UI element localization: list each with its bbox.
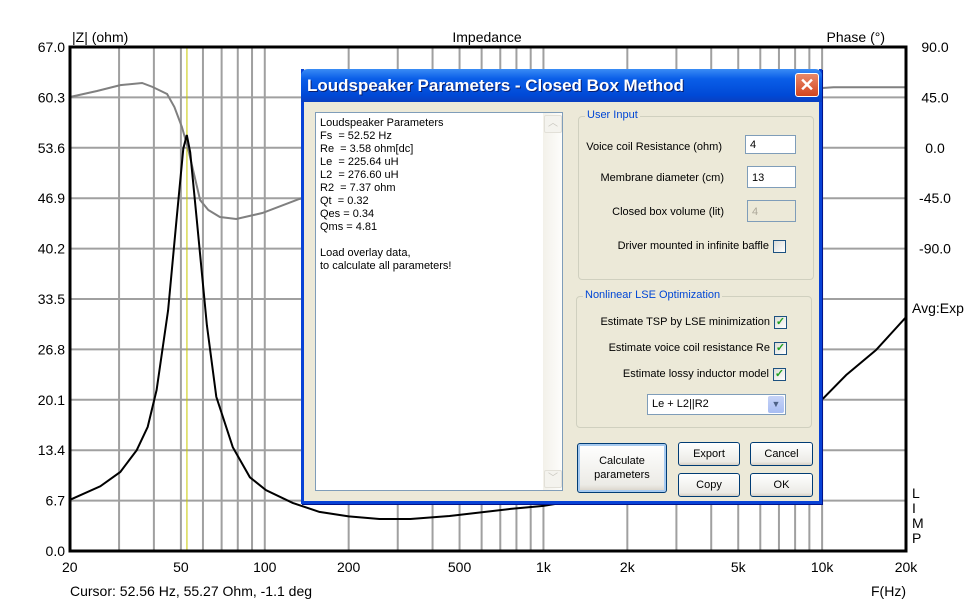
limp-letter: M [912,515,924,531]
dialog-title: Loudspeaker Parameters - Closed Box Meth… [307,76,684,95]
membrane-diameter-input[interactable]: 13 [747,166,796,188]
y2-tick-label: -90.0 [919,241,951,257]
results-text: Loudspeaker Parameters Fs = 52.52 Hz Re … [320,117,452,272]
left-axis-label: |Z| (ohm) [72,29,128,45]
x-tick-label: 500 [448,559,472,575]
x-tick-label: 50 [173,559,189,575]
x-tick-label: 5k [731,559,747,575]
chevron-down-icon[interactable]: ▼ [768,396,784,413]
results-textbox[interactable]: Loudspeaker Parameters Fs = 52.52 Hz Re … [315,112,563,491]
y-tick-label: 60.3 [38,89,65,105]
y-tick-label: 33.5 [38,291,65,307]
inductor-model-value: Le + L2||R2 [652,398,709,410]
y-tick-label: 40.2 [38,241,65,257]
y-tick-label: 20.1 [38,392,65,408]
optimization-group: Nonlinear LSE Optimization [576,289,812,428]
scroll-down-icon[interactable]: ﹀ [544,470,562,488]
x-tick-label: 10k [811,559,835,575]
option-label: Estimate TSP by LSE minimization [600,316,770,328]
x-tick-label: 100 [253,559,277,575]
y-tick-label: 6.7 [46,493,66,509]
optimization-legend: Nonlinear LSE Optimization [583,289,723,301]
calculate-parameters-button[interactable]: Calculate parameters [577,443,667,493]
closed-box-dialog: Loudspeaker Parameters - Closed Box Meth… [301,69,822,504]
axis-ticks: 0.0 6.7 13.4 20.1 26.8 33.5 40.2 46.9 53.6 60.3 67… [38,39,951,575]
limp-letter: P [912,530,921,546]
limp-letter: L [912,485,920,501]
limp-letter: I [912,500,916,516]
dialog-titlebar[interactable]: Loudspeaker Parameters - Closed Box Meth… [301,69,822,102]
inductor-model-select[interactable]: Le + L2||R2 ▼ [647,394,786,415]
x-tick-label: 20 [62,559,78,575]
y-tick-label: 13.4 [38,442,65,458]
x-tick-label: 200 [337,559,361,575]
y-tick-label: 67.0 [38,39,65,55]
y2-tick-label: 90.0 [921,39,948,55]
user-input-legend: User Input [585,109,640,121]
y-tick-label: 46.9 [38,190,65,206]
right-axis-label: Phase (°) [826,29,885,45]
x-tick-label: 20k [895,559,919,575]
lossy-inductor-checkbox[interactable]: ✓ [773,368,786,381]
voice-coil-input[interactable]: 4 [745,135,796,154]
voice-coil-label: Voice coil Resistance (ohm) [586,141,722,153]
infinite-baffle-checkbox[interactable] [773,240,786,253]
y2-tick-label: 0.0 [925,140,945,156]
y-tick-label: 53.6 [38,140,65,156]
y2-tick-label: -45.0 [919,190,951,206]
chart-title: Impedance [452,29,521,45]
y2-tick-label: 45.0 [921,89,948,105]
cancel-button[interactable]: Cancel [750,442,813,466]
box-volume-input[interactable]: 4 [747,200,796,222]
plot-frame [68,45,908,553]
lse-minimization-checkbox[interactable]: ✓ [774,316,787,329]
user-input-group: User Input [578,109,814,280]
y-tick-label: 0.0 [46,543,66,559]
copy-button[interactable]: Copy [678,473,740,497]
cursor-readout: Cursor: 52.56 Hz, 55.27 Ohm, -1.1 deg [70,583,312,599]
ok-button[interactable]: OK [750,473,813,497]
estimate-re-checkbox[interactable]: ✓ [774,342,787,355]
vertical-scrollbar[interactable]: ︿ ﹀ [543,113,562,490]
y-tick-label: 26.8 [38,341,65,357]
option-label: Estimate lossy inductor model [622,368,769,380]
x-tick-label: 2k [620,559,636,575]
close-button[interactable]: ✕ [795,73,819,97]
box-volume-label: Closed box volume (lit) [612,206,724,218]
scroll-up-icon[interactable]: ︿ [544,115,562,133]
export-button[interactable]: Export [678,442,740,466]
option-label: Estimate voice coil resistance Re [608,342,770,354]
membrane-label: Membrane diameter (cm) [600,172,724,184]
x-axis-label: F(Hz) [871,583,906,599]
avg-label: Avg:Exp [912,300,964,316]
x-tick-label: 1k [536,559,552,575]
infinite-baffle-label: Driver mounted in infinite baffle [617,240,769,252]
